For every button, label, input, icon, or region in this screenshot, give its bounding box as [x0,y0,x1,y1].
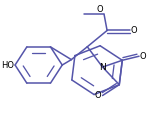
Text: HO: HO [1,60,14,70]
Text: N: N [99,63,106,72]
Text: O: O [95,91,102,100]
Text: O: O [97,5,103,14]
Text: O: O [140,52,147,61]
Text: O: O [131,26,137,35]
